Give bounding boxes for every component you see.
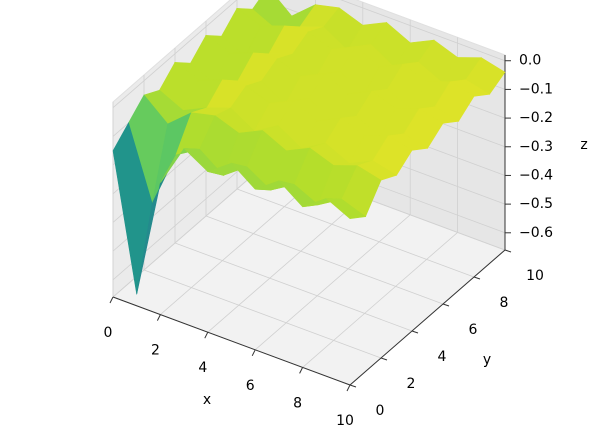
x-tick-label: 2 — [151, 343, 160, 359]
x-tick — [156, 314, 161, 321]
x-tick-label: 8 — [293, 395, 302, 411]
z-tick-label: −0.3 — [519, 139, 553, 155]
y-tick — [411, 330, 419, 334]
y-tick — [504, 249, 512, 253]
y-axis-line — [349, 249, 506, 386]
grid-line — [302, 232, 458, 368]
x-tick — [251, 349, 256, 357]
grid-line — [207, 196, 364, 333]
grid-line — [254, 214, 411, 351]
x-tick-label: 4 — [198, 360, 207, 376]
x-tick-label: 10 — [336, 413, 354, 429]
y-tick-label: 4 — [438, 349, 447, 365]
grid-line — [236, 188, 475, 278]
y-tick-label: 0 — [376, 403, 385, 419]
x-axis-line — [112, 296, 351, 386]
z-axis-label: z — [580, 137, 587, 153]
grid-line — [160, 179, 316, 315]
x-tick-label: 0 — [104, 325, 113, 341]
x-tick-label: 6 — [246, 378, 255, 394]
grid-line — [205, 215, 444, 305]
grid-line — [174, 242, 413, 332]
grid-line — [143, 269, 382, 359]
y-tick-label: 8 — [500, 295, 509, 311]
surface-patch — [325, 198, 367, 219]
x-tick — [204, 331, 209, 339]
z-tick-label: −0.1 — [519, 81, 553, 97]
x-tick — [346, 384, 351, 392]
grid-line — [340, 0, 506, 62]
y-tick-label: 2 — [407, 376, 416, 392]
y-tick — [442, 303, 450, 307]
y-axis-label: y — [483, 352, 491, 368]
z-tick-label: −0.2 — [519, 110, 553, 126]
grid-line — [112, 0, 238, 109]
y-tick — [349, 384, 357, 388]
y-tick — [380, 357, 388, 361]
z-tick-label: −0.4 — [519, 167, 553, 183]
y-tick-label: 6 — [469, 322, 478, 338]
z-tick-label: −0.5 — [519, 196, 553, 212]
x-tick — [299, 367, 304, 374]
z-tick-label: 0.0 — [519, 53, 541, 69]
x-axis-label: x — [203, 392, 211, 408]
y-tick — [473, 276, 481, 280]
z-tick-label: −0.6 — [519, 225, 553, 241]
x-tick — [109, 296, 114, 304]
y-tick-label: 10 — [526, 268, 544, 284]
